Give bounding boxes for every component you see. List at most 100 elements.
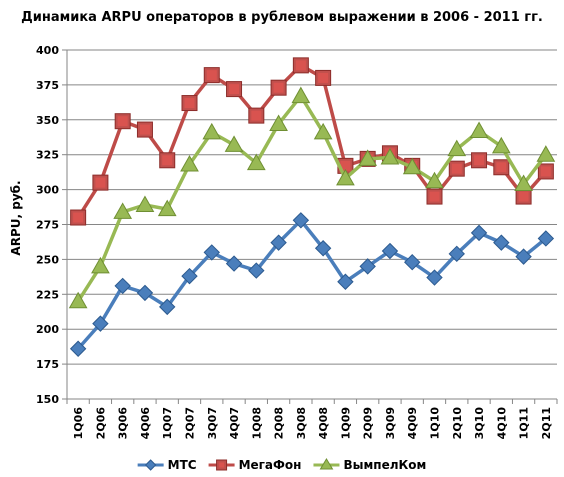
series-line [76, 63, 548, 219]
series-group [68, 57, 556, 357]
data-point [404, 253, 421, 271]
marker-inner [340, 160, 351, 171]
data-point [491, 136, 511, 154]
x-tick-label: 3Q06 [117, 407, 130, 440]
data-point [202, 122, 222, 140]
legend-marker [216, 459, 228, 471]
x-tick-label: 3Q09 [384, 407, 397, 439]
data-point [537, 230, 555, 247]
marker-inner [206, 70, 217, 81]
data-point [270, 234, 287, 251]
marker-inner [540, 166, 551, 177]
y-tick-label: 325 [36, 149, 59, 162]
marker-inner [251, 110, 262, 121]
data-point [470, 224, 488, 242]
data-point [92, 174, 109, 191]
data-point [136, 284, 154, 302]
data-point [380, 147, 400, 165]
data-point [381, 242, 399, 260]
y-tick-label: 375 [36, 79, 59, 92]
legend: МТС МегаФон ВымпелКом [137, 458, 426, 472]
data-point [291, 86, 311, 104]
x-tick-label: 3Q07 [206, 407, 219, 439]
marker-inner [273, 82, 284, 93]
y-tick-label: 250 [36, 253, 59, 266]
data-point [113, 202, 133, 219]
legend-marker [144, 459, 157, 471]
data-point [181, 95, 198, 112]
x-tick-label: 1Q08 [250, 407, 263, 439]
data-point [426, 188, 443, 205]
legend-label: МегаФон [239, 458, 302, 472]
y-tick-label: 275 [36, 219, 59, 232]
data-point [269, 114, 288, 131]
series-1 [69, 212, 555, 357]
data-point [159, 298, 176, 316]
data-point [159, 152, 176, 169]
data-point [248, 262, 265, 279]
y-tick-label: 400 [36, 44, 59, 57]
data-point [336, 168, 355, 186]
data-point [337, 273, 354, 290]
y-tick-label: 175 [36, 358, 59, 371]
y-tick-label: 300 [36, 184, 59, 197]
data-point [270, 79, 287, 96]
series-line [76, 94, 548, 303]
data-point [70, 209, 87, 226]
data-point [114, 113, 131, 130]
x-axis-ticks: 1Q06 2Q06 3Q06 4Q06 1Q07 2Q07 3Q07 4Q07 1Q08 2Q08… [66, 399, 558, 440]
data-point [91, 256, 110, 274]
series-line [76, 218, 547, 350]
legend-item: ВымпелКом [313, 458, 426, 472]
data-point [402, 157, 422, 175]
marker-inner [162, 155, 173, 166]
x-tick-label: 2Q11 [540, 407, 553, 439]
data-point [246, 153, 266, 171]
x-tick-label: 2Q07 [184, 407, 197, 439]
data-point [515, 248, 532, 265]
chart-title: Динамика ARPU операторов в рублевом выра… [21, 10, 543, 25]
data-point [314, 240, 332, 257]
data-point [359, 258, 376, 275]
data-point [537, 163, 554, 180]
marker-inner [451, 163, 462, 174]
y-axis-label: ARPU, руб. [9, 180, 23, 255]
marker-inner [219, 462, 225, 468]
marker-inner [184, 98, 195, 109]
marker-inner [429, 191, 440, 202]
x-tick-label: 4Q07 [228, 407, 241, 439]
x-tick-label: 1Q10 [429, 407, 442, 440]
data-point [92, 315, 109, 332]
x-tick-label: 1Q07 [161, 407, 174, 439]
marker-inner [117, 116, 128, 127]
data-point [425, 171, 444, 189]
x-tick-label: 4Q10 [495, 407, 508, 440]
data-point [181, 267, 198, 285]
data-point [68, 291, 88, 309]
data-point [69, 340, 87, 357]
y-tick-label: 350 [36, 114, 59, 127]
data-point [225, 255, 243, 272]
marker-inner [496, 162, 507, 173]
y-tick-label: 200 [36, 323, 59, 336]
data-point [515, 188, 532, 205]
x-tick-label: 2Q10 [451, 407, 464, 440]
legend-label: ВымпелКом [343, 458, 426, 472]
x-tick-label: 2Q06 [94, 407, 107, 440]
data-point [292, 212, 310, 229]
marker-inner [295, 60, 306, 71]
marker-inner [139, 124, 150, 135]
x-tick-label: 1Q11 [518, 407, 531, 439]
data-point [514, 174, 533, 192]
data-point [135, 195, 155, 212]
data-point [536, 145, 556, 162]
series-3 [68, 86, 556, 309]
x-tick-label: 4Q06 [139, 407, 152, 440]
data-point [358, 149, 378, 166]
data-point [114, 277, 131, 295]
legend-item: МегаФон [208, 458, 302, 472]
x-tick-label: 2Q09 [362, 407, 375, 439]
data-point [315, 69, 332, 86]
x-tick-label: 3Q10 [473, 407, 486, 440]
